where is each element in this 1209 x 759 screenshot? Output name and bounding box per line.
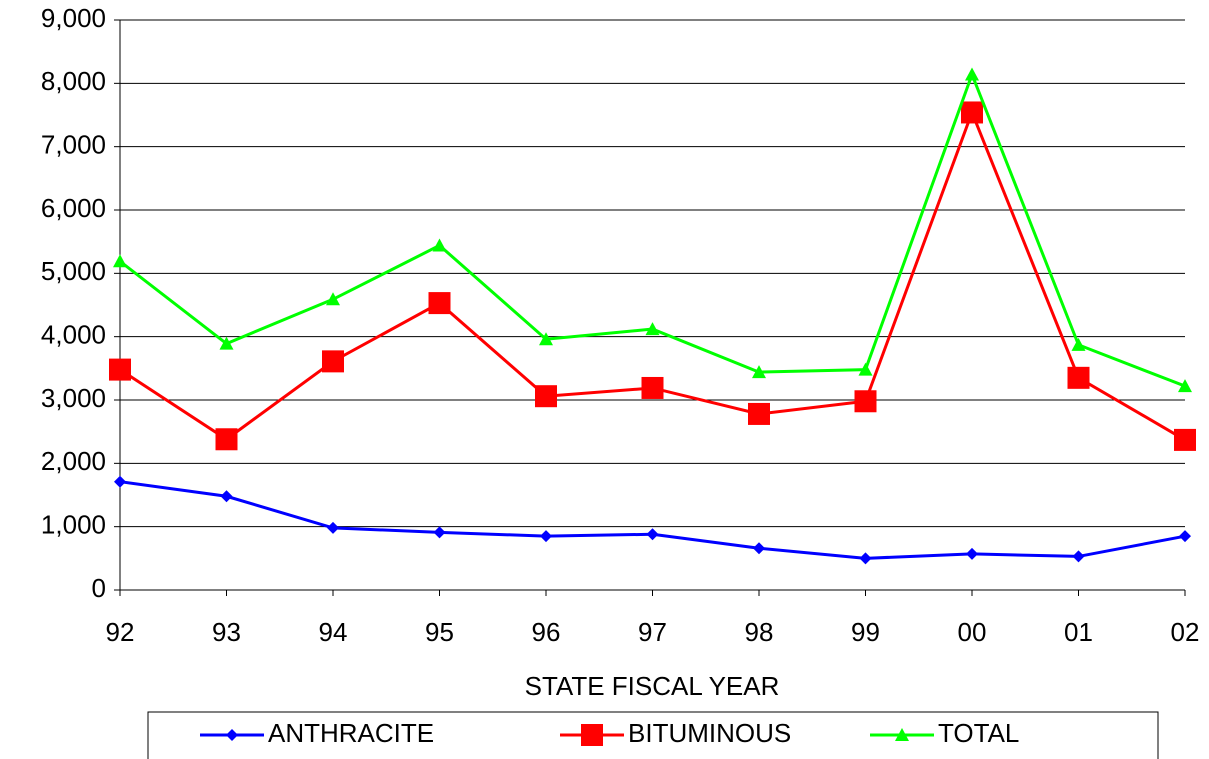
x-tick-label: 94	[319, 617, 348, 647]
y-tick-label: 4,000	[41, 320, 106, 350]
legend: ANTHRACITE BITUMINOUS TOTAL	[147, 711, 1159, 759]
marker	[752, 365, 766, 379]
marker	[432, 238, 447, 252]
x-tick-label: 97	[638, 617, 667, 647]
x-tick-label: 99	[851, 617, 880, 647]
y-tick-label: 8,000	[41, 66, 106, 96]
marker	[226, 729, 238, 741]
x-tick-label: 00	[958, 617, 987, 647]
marker	[858, 362, 873, 376]
marker	[220, 490, 233, 503]
x-tick-label: 95	[425, 617, 454, 647]
marker	[1067, 366, 1090, 389]
x-tick-label: 98	[745, 617, 774, 647]
marker	[581, 724, 603, 746]
marker	[1178, 379, 1192, 393]
marker	[646, 528, 659, 541]
marker	[753, 542, 765, 555]
marker	[540, 530, 552, 543]
marker	[215, 428, 238, 451]
legend-label: TOTAL	[938, 718, 1019, 748]
marker	[219, 336, 234, 350]
legend-label: BITUMINOUS	[628, 718, 791, 748]
marker	[322, 350, 344, 373]
marker	[1174, 428, 1196, 451]
series-line	[119, 70, 1186, 388]
marker	[645, 322, 660, 336]
marker	[433, 526, 446, 539]
y-tick-label: 3,000	[41, 383, 106, 413]
x-tick-label: 93	[212, 617, 241, 647]
series-line	[119, 480, 1186, 560]
x-tick-label: 01	[1064, 617, 1093, 647]
x-tick-label: 96	[532, 617, 561, 647]
marker	[1071, 337, 1086, 351]
marker	[854, 390, 877, 413]
x-axis-label: STATE FISCAL YEAR	[525, 671, 780, 701]
y-tick-label: 9,000	[41, 3, 106, 33]
legend-box	[147, 711, 1159, 759]
marker	[113, 254, 127, 268]
y-tick-label: 7,000	[41, 130, 106, 160]
marker	[1179, 530, 1191, 543]
marker	[535, 385, 557, 408]
marker	[428, 292, 451, 315]
marker	[326, 292, 340, 306]
y-tick-label: 5,000	[41, 256, 106, 286]
x-tick-label: 92	[106, 617, 135, 647]
marker	[327, 521, 339, 534]
legend-label: ANTHRACITE	[268, 718, 434, 748]
x-tick-label: 02	[1171, 617, 1200, 647]
marker	[748, 402, 770, 425]
y-tick-label: 2,000	[41, 446, 106, 476]
marker	[641, 376, 664, 399]
y-tick-label: 0	[92, 573, 106, 603]
marker	[1072, 550, 1085, 563]
y-tick-label: 1,000	[41, 510, 106, 540]
marker	[895, 728, 909, 741]
marker	[109, 358, 131, 381]
marker	[859, 552, 872, 565]
marker	[961, 101, 983, 124]
marker	[966, 547, 978, 560]
marker	[539, 332, 553, 346]
y-tick-label: 6,000	[41, 193, 106, 223]
marker	[965, 67, 979, 81]
marker	[114, 475, 126, 488]
